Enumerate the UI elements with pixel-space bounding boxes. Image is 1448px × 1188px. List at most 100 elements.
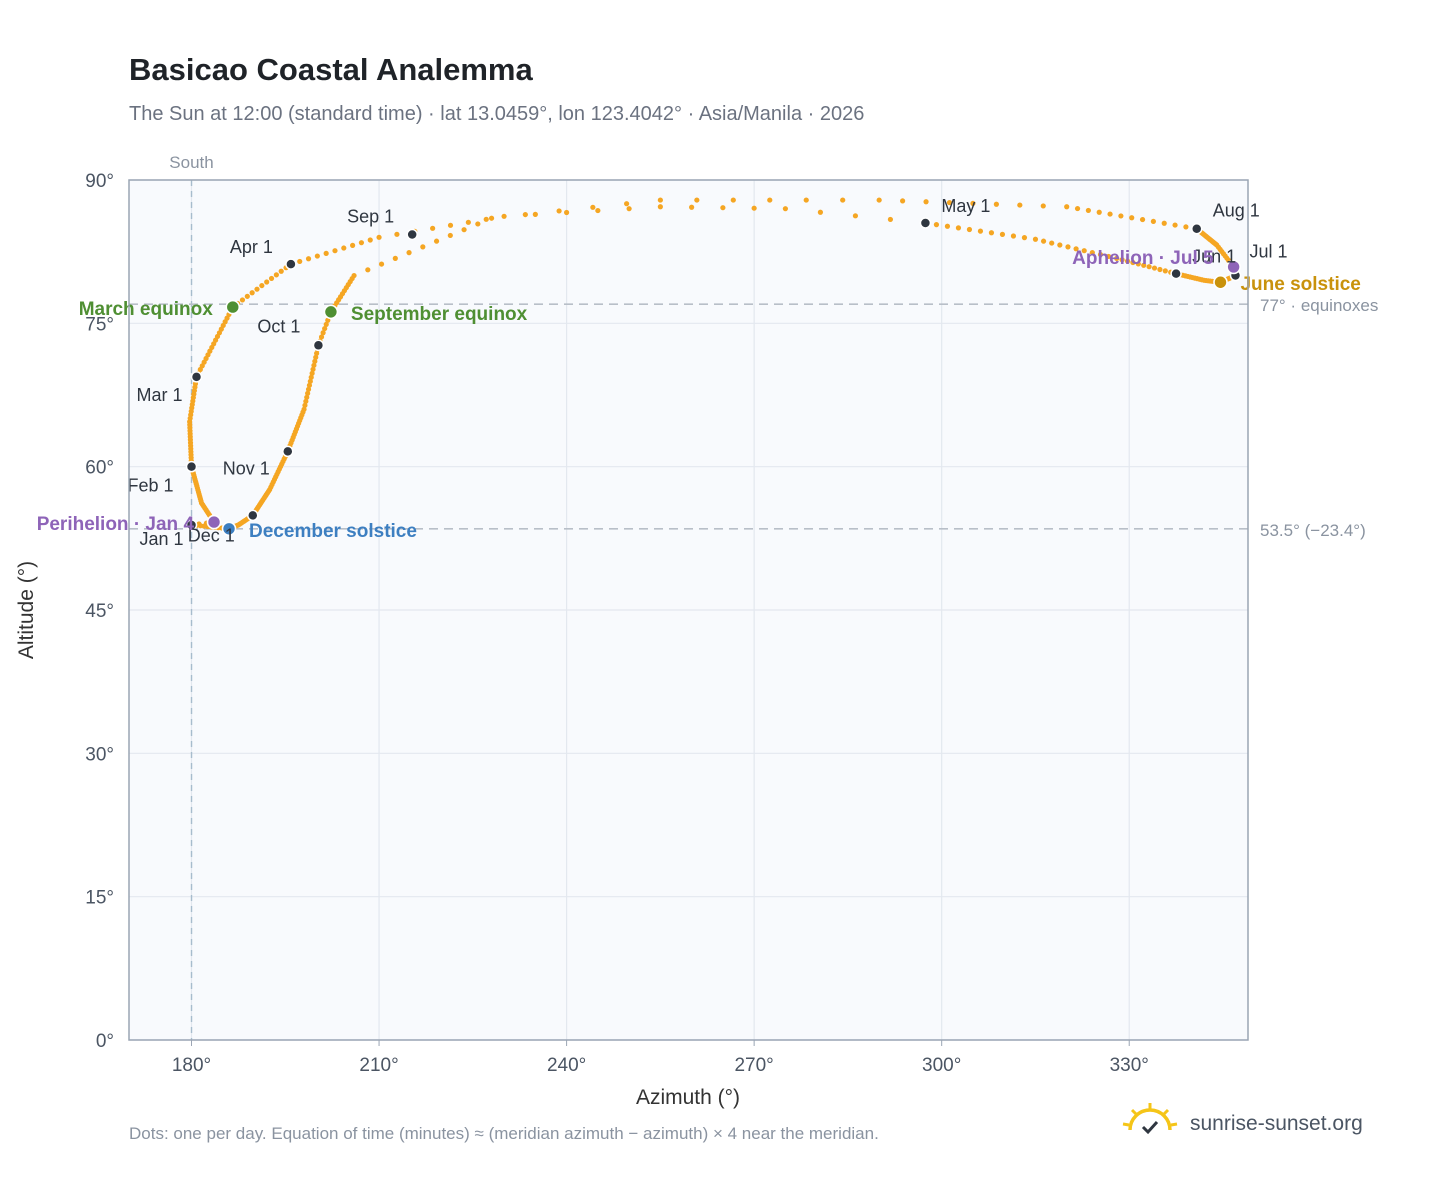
daily-dot: [689, 204, 695, 210]
daily-dot: [1040, 238, 1047, 244]
reference-line-label: 53.5° (−23.4°): [1260, 521, 1366, 540]
brand[interactable]: sunrise-sunset.org: [1120, 1100, 1410, 1150]
daily-dot: [817, 209, 824, 215]
x-tick-label: 300°: [922, 1055, 961, 1076]
daily-dot: [358, 240, 365, 246]
daily-dot: [488, 215, 495, 221]
month-label: May 1: [941, 196, 990, 216]
daily-dot: [311, 362, 317, 368]
daily-dot: [302, 402, 308, 408]
daily-dot: [522, 211, 528, 218]
x-tick-label: 240°: [547, 1055, 586, 1076]
daily-dot: [532, 211, 538, 217]
daily-dot: [307, 378, 313, 384]
daily-dot: [563, 209, 570, 216]
daily-dot: [1183, 224, 1189, 230]
month-marker: [1170, 267, 1182, 280]
daily-dot: [394, 231, 400, 237]
month-label: Aug 1: [1213, 201, 1260, 221]
daily-dot: [306, 382, 313, 388]
daily-dot: [556, 208, 562, 214]
daily-dot: [1096, 209, 1102, 215]
daily-dot: [376, 234, 382, 240]
month-label: Nov 1: [223, 458, 270, 478]
daily-dot: [365, 267, 371, 273]
daily-dot: [420, 244, 426, 250]
daily-dot: [309, 370, 315, 376]
sun-logo-icon: [1122, 1103, 1178, 1135]
daily-dot: [1114, 255, 1120, 261]
daily-dot: [465, 219, 471, 225]
daily-dot: [239, 297, 246, 303]
daily-dot: [1089, 250, 1095, 256]
daily-dot: [590, 204, 596, 210]
plot-frame: [128, 179, 1249, 1041]
month-label: Jun 1: [1192, 247, 1236, 267]
daily-dot: [1064, 204, 1070, 210]
daily-dot: [1118, 213, 1124, 219]
month-label: Sep 1: [347, 206, 394, 226]
daily-dot: [730, 197, 736, 203]
x-tick-label: 180°: [172, 1055, 211, 1076]
special-point-label: March equinox: [79, 299, 214, 320]
daily-dot: [1040, 203, 1046, 209]
x-axis-label: Azimuth (°): [636, 1086, 740, 1109]
south-label: South: [169, 153, 213, 172]
daily-dot: [305, 256, 312, 262]
daily-dot: [249, 290, 255, 296]
daily-dot: [312, 358, 318, 364]
daily-dot: [1105, 253, 1112, 260]
daily-dot: [1010, 233, 1017, 239]
daily-dot: [944, 223, 951, 229]
daily-dot: [244, 293, 250, 299]
y-tick-label: 30°: [85, 744, 114, 765]
special-point-june-solstice: [1213, 274, 1228, 290]
month-marker: [185, 460, 198, 473]
daily-dot: [1124, 258, 1131, 264]
daily-dot: [626, 206, 632, 212]
daily-dot: [900, 198, 906, 204]
special-point-label: Aphelion · Jul 5: [1072, 248, 1214, 269]
daily-dot: [1057, 242, 1063, 248]
daily-dot: [1021, 235, 1028, 241]
daily-dot: [254, 286, 260, 292]
daily-dot: [278, 268, 284, 274]
daily-dot: [1161, 220, 1167, 226]
month-marker: [247, 509, 259, 522]
daily-dot: [314, 350, 320, 356]
special-point-apsis: [1226, 259, 1241, 275]
y-tick-label: 0°: [96, 1031, 114, 1052]
month-label: Apr 1: [230, 237, 273, 257]
month-marker: [1190, 222, 1203, 235]
reference-lines: South 77° · equinoxes 53.5° (−23.4°): [129, 153, 1378, 1040]
daily-dot: [887, 216, 894, 223]
special-point-apsis: [206, 514, 222, 530]
daily-dot: [332, 248, 338, 254]
daily-dot: [595, 207, 601, 214]
daily-dot: [694, 197, 700, 203]
daily-dot: [1130, 259, 1136, 266]
month-marker: [285, 258, 297, 270]
daily-dot: [840, 197, 846, 203]
daily-dot: [323, 250, 329, 256]
month-marker: [282, 445, 294, 458]
daily-dot: [1065, 244, 1071, 250]
daily-dot: [310, 366, 316, 372]
daily-dot: [999, 231, 1006, 237]
daily-dot: [318, 334, 325, 340]
daily-dot: [1017, 202, 1023, 208]
daily-dot: [955, 225, 962, 231]
axes: 180° 210° 240° 270° 300° 330° 0° 15° 30° 45° 60° 75…: [85, 171, 1149, 1076]
daily-dot: [1107, 211, 1113, 217]
daily-dot: [1151, 265, 1158, 271]
daily-dot: [323, 321, 329, 328]
month-marker: [406, 228, 418, 241]
special-point-label: December solstice: [249, 521, 417, 542]
y-tick-label: 45°: [85, 601, 114, 622]
daily-dot: [966, 226, 973, 233]
daily-dot: [303, 398, 309, 404]
y-tick-label: 15°: [85, 888, 114, 909]
daily-dot: [1049, 240, 1055, 246]
brand-name[interactable]: sunrise-sunset.org: [1190, 1112, 1363, 1135]
